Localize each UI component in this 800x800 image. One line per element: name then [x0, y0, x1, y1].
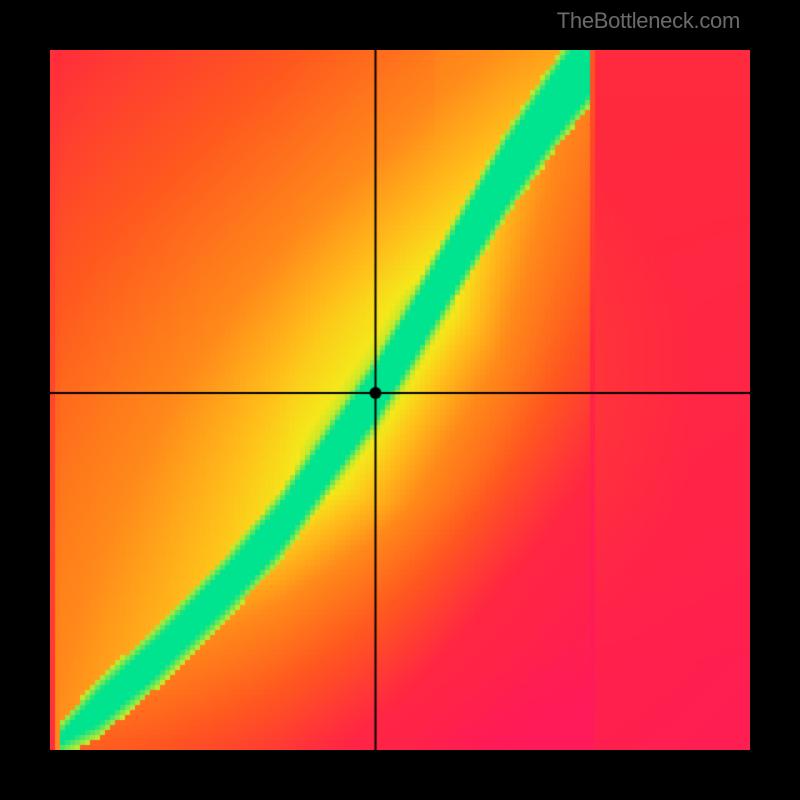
heatmap-canvas	[50, 50, 750, 750]
watermark-text: TheBottleneck.com	[557, 8, 740, 34]
chart-container: TheBottleneck.com	[0, 0, 800, 800]
